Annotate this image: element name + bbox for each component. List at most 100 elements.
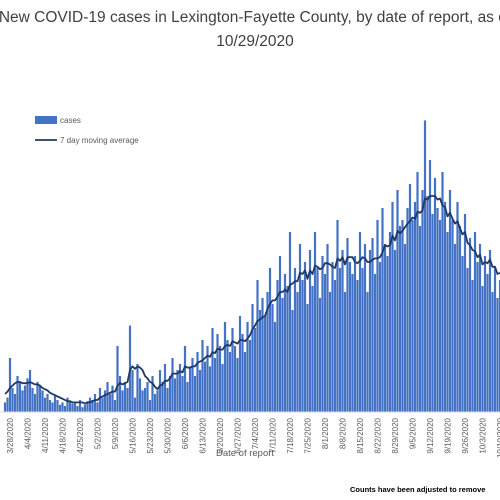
bar xyxy=(266,292,269,412)
bar xyxy=(193,376,197,412)
bar xyxy=(413,202,417,412)
x-tick-label: 6/20/2020 xyxy=(216,417,225,453)
x-tick-label: 4/18/2020 xyxy=(59,417,68,453)
x-tick-label: 8/1/2020 xyxy=(321,417,330,449)
bar xyxy=(3,402,7,412)
bar xyxy=(466,268,469,412)
bar xyxy=(216,334,219,412)
bar xyxy=(338,268,342,412)
bar xyxy=(23,385,27,412)
bar xyxy=(448,190,452,412)
bar xyxy=(141,390,144,412)
bar xyxy=(281,298,284,412)
bar xyxy=(221,364,224,412)
bar xyxy=(336,220,339,412)
bar xyxy=(428,160,432,412)
bar xyxy=(183,346,187,412)
legend-label: 7 day moving average xyxy=(60,136,139,145)
bar xyxy=(408,184,412,412)
bar xyxy=(78,400,82,412)
x-tick-label: 6/27/2020 xyxy=(234,417,243,453)
bar xyxy=(493,268,497,412)
bar xyxy=(291,310,294,412)
bar xyxy=(476,262,479,412)
bar xyxy=(393,250,397,412)
x-axis-title: Date of report xyxy=(216,448,274,459)
bar xyxy=(58,404,62,412)
bar xyxy=(108,394,112,412)
x-tick-label: 10/10/2020 xyxy=(496,417,500,458)
bar xyxy=(453,244,457,412)
bar xyxy=(61,402,64,412)
bar xyxy=(81,407,84,412)
bar xyxy=(168,376,172,412)
bar xyxy=(363,244,367,412)
bar xyxy=(181,376,184,412)
x-tick-label: 5/30/2020 xyxy=(164,417,173,453)
chart-title: 10/29/2020 xyxy=(216,33,294,50)
bar xyxy=(341,250,344,412)
bar xyxy=(133,397,137,412)
moving-average-line xyxy=(4,195,500,405)
x-tick-label: 7/4/2020 xyxy=(251,417,260,449)
bar xyxy=(36,382,39,412)
bar xyxy=(263,316,267,412)
bar xyxy=(391,202,394,412)
bar xyxy=(286,286,289,412)
bar xyxy=(6,397,9,412)
bar xyxy=(98,388,102,412)
bar xyxy=(278,256,282,412)
bar xyxy=(311,286,314,412)
bar xyxy=(111,385,114,412)
bar xyxy=(321,256,324,412)
bar xyxy=(386,256,389,412)
bar xyxy=(131,370,134,412)
bar xyxy=(293,268,297,412)
bar xyxy=(498,280,500,412)
bar xyxy=(491,292,494,412)
x-tick-label: 7/18/2020 xyxy=(286,417,295,453)
bar xyxy=(426,196,429,412)
bar xyxy=(261,298,264,412)
bar xyxy=(388,232,392,412)
bar xyxy=(66,397,69,412)
legend-swatch xyxy=(35,116,57,124)
bar xyxy=(288,232,292,412)
x-tick-label: 3/28/2020 xyxy=(6,417,15,453)
bar xyxy=(238,316,242,412)
bar xyxy=(271,304,274,412)
bar xyxy=(63,406,67,412)
bar xyxy=(431,214,434,412)
bar xyxy=(196,352,199,412)
bar xyxy=(251,304,254,412)
x-tick-label: 6/6/2020 xyxy=(181,417,190,449)
bar xyxy=(376,220,379,412)
bar xyxy=(443,202,447,412)
bar xyxy=(43,397,47,412)
bar xyxy=(481,286,484,412)
bar xyxy=(401,220,404,412)
bar xyxy=(201,340,204,412)
bar xyxy=(191,358,194,412)
bar xyxy=(308,250,312,412)
bar xyxy=(33,394,37,412)
bar xyxy=(468,238,472,412)
bar xyxy=(51,402,54,412)
bar xyxy=(436,208,439,412)
bar xyxy=(203,361,207,412)
bar xyxy=(366,292,369,412)
bar xyxy=(13,394,17,412)
bar xyxy=(138,378,142,412)
bar xyxy=(421,190,424,412)
bar xyxy=(73,402,77,412)
bar xyxy=(156,390,159,412)
bar xyxy=(161,382,164,412)
bar xyxy=(218,346,222,412)
footnote: Counts have been adjusted to remove xyxy=(350,485,485,494)
bar xyxy=(71,403,74,412)
bar xyxy=(176,370,179,412)
bar xyxy=(478,244,482,412)
bar xyxy=(361,268,364,412)
bar xyxy=(331,262,334,412)
bar xyxy=(211,328,214,412)
